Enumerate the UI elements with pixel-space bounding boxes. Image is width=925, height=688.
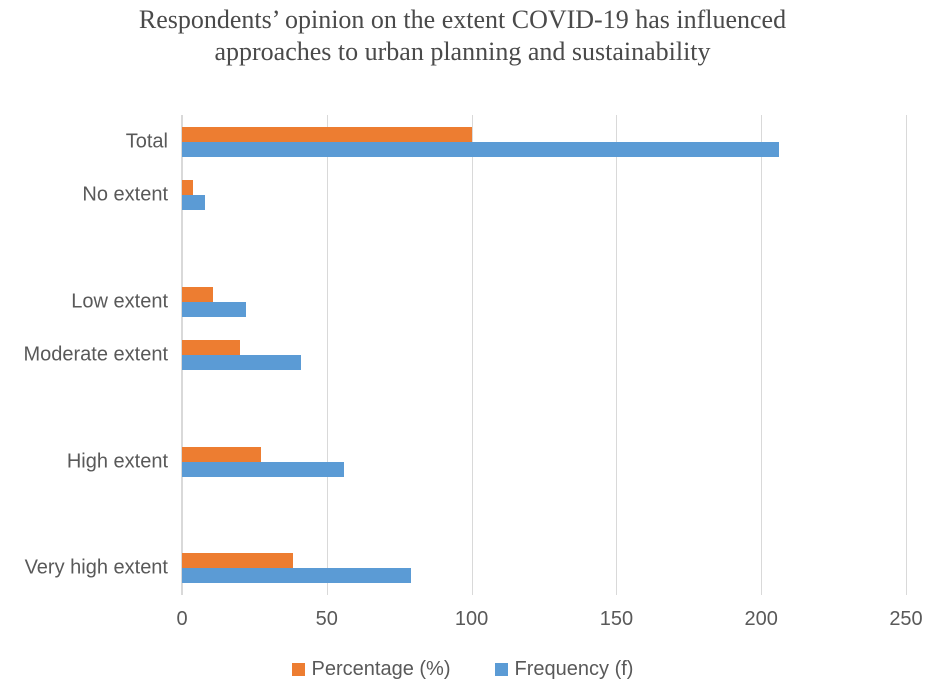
bar-percentage-no-extent [182,180,194,195]
gridline-x-100 [471,115,473,595]
bar-frequency-low-extent [182,301,246,317]
legend-marker-frequency [494,663,508,676]
category-axis: Total No extent Low extent Moderate extent H… [0,115,168,595]
category-label-high-extent: High extent [66,450,168,473]
legend-item-frequency: Frequency (f) [494,658,634,681]
bar-frequency-high-extent [182,461,345,477]
x-tick-label-0: 0 [176,608,188,630]
gridline-x-200 [761,115,763,595]
gridline-x-50 [326,115,328,595]
legend-marker-percentage [291,663,305,676]
category-label-low-extent: Low extent [71,290,168,313]
bar-frequency-no-extent [182,195,206,210]
gridline-x-250 [906,115,907,595]
category-label-no-extent: No extent [82,183,168,206]
x-tick-label-50: 50 [315,608,338,630]
bar-percentage-total [182,126,472,142]
chart-title: Respondents’ opinion on the extent COVID… [138,5,787,66]
bar-percentage-high-extent [182,446,261,462]
category-label-very-high-extent: Very high extent [24,556,168,579]
legend-label-percentage: Percentage (%) [311,658,451,680]
x-tick-label-100: 100 [454,608,489,630]
plot-area [181,115,907,595]
bar-percentage-low-extent [182,286,213,302]
category-label-moderate-extent: Moderate extent [23,343,168,366]
x-axis-ticks: 0 50 100 150 200 250 [176,608,922,634]
bar-frequency-very-high-extent [182,568,411,584]
bar-frequency-moderate-extent [182,355,301,370]
x-tick-label-150: 150 [599,608,634,630]
bar-percentage-very-high-extent [182,553,293,569]
x-tick-label-250: 250 [889,608,923,630]
legend-label-frequency: Frequency (f) [514,658,634,680]
x-tick-label-200: 200 [744,608,778,630]
category-label-total: Total [125,130,168,153]
bar-frequency-total [182,141,779,157]
legend: Percentage (%) Frequency (f) [0,658,925,681]
gridline-x-150 [616,115,618,595]
bar-percentage-moderate-extent [182,340,240,355]
legend-item-percentage: Percentage (%) [291,658,451,681]
